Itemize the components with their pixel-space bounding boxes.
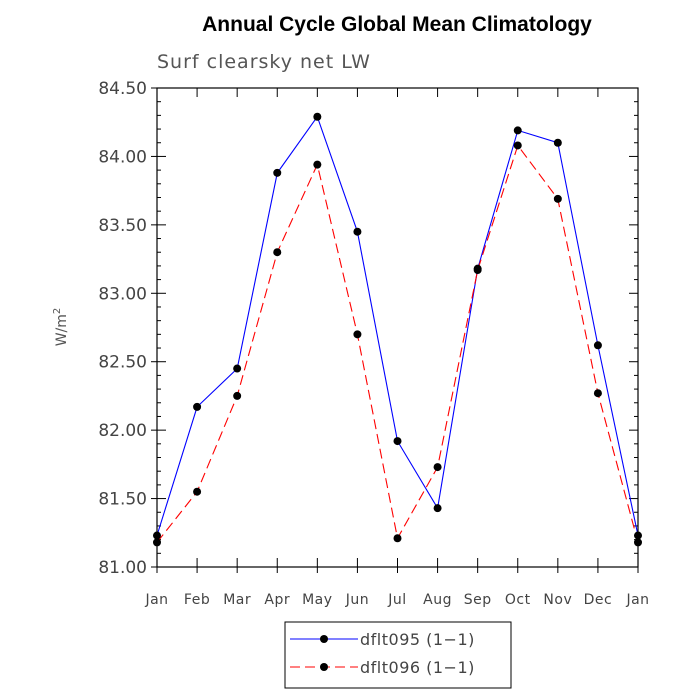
y-tick-label: 83.00 (98, 284, 147, 304)
series-1-point (593, 389, 602, 398)
series-1-point (193, 487, 202, 496)
series-1-point (433, 463, 442, 472)
x-tick-label: Dec (584, 592, 613, 608)
x-tick-label: May (302, 592, 332, 608)
series-1-point (513, 141, 522, 150)
series-0-point (433, 504, 442, 513)
chart-subtitle: Surf clearsky net LW (157, 51, 371, 73)
series-0-point (553, 138, 562, 147)
series-1-point (233, 391, 242, 400)
y-axis-label-unit: W/m (54, 314, 70, 346)
legend-marker-1 (320, 663, 328, 671)
series-0-point (353, 227, 362, 236)
y-tick-label: 84.50 (98, 79, 147, 99)
series-0-point (593, 341, 602, 350)
y-tick-labels: 81.00 81.50 82.00 82.50 83.00 83.50 84.00 84.50 (98, 79, 147, 578)
legend-box (284, 621, 512, 689)
y-tick-label: 82.50 (98, 353, 147, 373)
x-tick-label: Jan (625, 592, 649, 608)
legend-label-0: dflt095 (1−1) (360, 630, 475, 649)
y-tick-label: 81.00 (98, 558, 147, 578)
series-1-point (393, 534, 402, 543)
series-1-point (353, 330, 362, 339)
series-0-point (273, 168, 282, 177)
y-axis-label-exponent: 2 (52, 308, 63, 314)
x-tick-label: Jan (144, 592, 168, 608)
chart-title: Annual Cycle Global Mean Climatology (202, 13, 592, 36)
legend-marker-0 (320, 635, 328, 643)
x-tick-label: Nov (543, 592, 572, 608)
x-tick-label: Jul (387, 592, 406, 608)
series-0-point (513, 126, 522, 135)
x-tick-labels: Jan Feb Mar Apr May Jun Jul Aug Sep Oct Nov Dec Jan (144, 592, 649, 608)
series-0-point (393, 437, 402, 446)
x-tick-label: Feb (184, 592, 210, 608)
series-line-1 (156, 144, 639, 543)
series-layer (153, 112, 642, 547)
series-1-point (313, 160, 322, 169)
y-tick-label: 84.00 (98, 147, 147, 167)
series-1-point (553, 194, 562, 203)
plot-frame (156, 87, 639, 568)
y-tick-label: 81.50 (98, 490, 147, 510)
x-tick-label: Apr (264, 592, 290, 608)
series-0-point (313, 112, 322, 121)
x-tick-label: Oct (505, 592, 531, 608)
x-tick-label: Aug (423, 592, 452, 608)
y-tick-label: 82.00 (98, 421, 147, 441)
series-0-point (193, 402, 202, 411)
series-line-0 (156, 115, 639, 536)
y-axis-label: W/m2 (52, 308, 70, 347)
series-0-point (233, 364, 242, 373)
x-tick-label: Jun (345, 592, 369, 608)
legend-label-1: dflt096 (1−1) (360, 658, 475, 677)
legend-items: dflt095 (1−1) dflt096 (1−1) (290, 630, 475, 677)
x-tick-label: Sep (464, 592, 492, 608)
y-tick-label: 83.50 (98, 216, 147, 236)
x-tick-label: Mar (223, 592, 251, 608)
axis-ticks (151, 87, 639, 573)
series-1-point (273, 248, 282, 257)
legend: dflt095 (1−1) dflt096 (1−1) (284, 621, 512, 689)
series-1-point (473, 266, 482, 275)
